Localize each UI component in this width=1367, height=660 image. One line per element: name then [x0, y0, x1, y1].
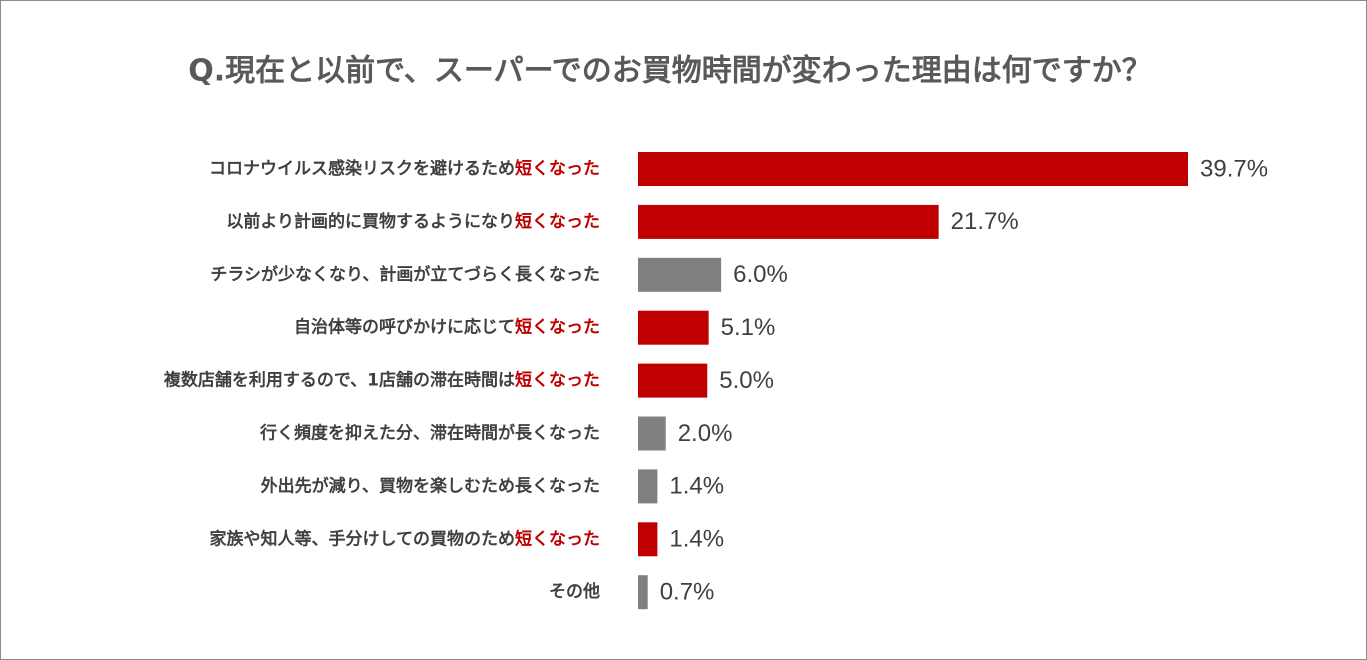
highlight-text: 短くなった [515, 528, 600, 549]
highlight-text: 短くなった [515, 158, 600, 179]
category-label: チラシが少なくなり、計画が立てづらく長くなった [210, 264, 600, 285]
highlight-text: 短くなった [515, 211, 600, 232]
highlight-text: 短くなった [515, 370, 600, 391]
category-label: 家族や知人等、手分けしての買物のため短くなった [210, 528, 601, 549]
value-label: 39.7% [1200, 155, 1268, 182]
category-label: その他 [549, 581, 600, 602]
value-label: 5.1% [721, 314, 776, 341]
label-text: 複数店舗を利用するので、1店舗の滞在時間は [163, 370, 515, 391]
label-text: その他 [549, 581, 600, 602]
bar [638, 152, 1188, 186]
value-label: 5.0% [719, 367, 774, 394]
bar [638, 204, 939, 239]
bar [638, 310, 709, 345]
category-label: コロナウイルス感染リスクを避けるため短くなった [209, 158, 600, 179]
category-label: 複数店舗を利用するので、1店舗の滞在時間は短くなった [163, 370, 600, 391]
category-label: 行く頻度を抑えた分、滞在時間が長くなった [259, 423, 600, 444]
bar [638, 575, 648, 610]
value-label: 1.4% [669, 526, 724, 553]
value-label: 2.0% [678, 420, 733, 447]
bar [638, 363, 708, 398]
label-text: 家族や知人等、手分けしての買物のため [210, 528, 516, 549]
value-label: 0.7% [660, 579, 715, 606]
category-label: 外出先が減り、買物を楽しむため長くなった [261, 475, 600, 496]
category-label: 以前より計画的に買物するようになり短くなった [226, 211, 600, 232]
highlight-text: 短くなった [515, 317, 600, 338]
value-label: 1.4% [669, 473, 724, 500]
label-text: チラシが少なくなり、計画が立てづらく長くなった [210, 264, 600, 285]
category-label: 自治体等の呼びかけに応じて短くなった [294, 317, 600, 338]
bar [638, 257, 722, 292]
bar [638, 416, 666, 451]
label-text: 自治体等の呼びかけに応じて [294, 317, 515, 338]
label-text: 行く頻度を抑えた分、滞在時間が長くなった [259, 423, 600, 444]
value-label: 6.0% [733, 261, 788, 288]
label-text: 外出先が減り、買物を楽しむため長くなった [261, 475, 600, 496]
bar [638, 469, 658, 504]
label-text: 以前より計画的に買物するようになり [226, 211, 515, 232]
chart-title: Q.現在と以前で、スーパーでのお買物時間が変わった理由は何ですか？ [188, 54, 1152, 89]
bar [638, 522, 658, 557]
label-text: コロナウイルス感染リスクを避けるため [209, 158, 515, 179]
value-label: 21.7% [951, 208, 1019, 235]
